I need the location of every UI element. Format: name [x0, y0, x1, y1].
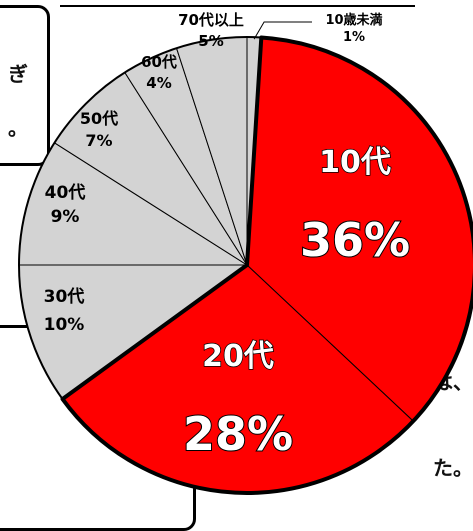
leader-line-0 — [253, 21, 312, 40]
slice-percent-6: 4% — [146, 74, 171, 92]
top-text-box — [0, 5, 50, 166]
slice-percent-3: 10% — [44, 315, 85, 335]
slice-label-3: 30代 — [44, 286, 85, 307]
slice-percent-2: 28% — [183, 407, 293, 461]
slice-label-5: 50代 — [80, 109, 118, 128]
pie-outline — [18, 36, 473, 494]
slice-label-0: 10歳未満 — [325, 12, 382, 28]
slice-percent-1: 36% — [300, 213, 410, 267]
slice-percent-4: 9% — [51, 207, 80, 227]
slice-percent-0: 1% — [343, 30, 365, 45]
slice-percent-5: 7% — [85, 131, 112, 150]
slice-label-2: 20代 — [202, 339, 274, 374]
top-text-fragment-1: ぎ — [8, 62, 28, 86]
slice-label-1: 10代 — [319, 145, 391, 180]
slice-label-6: 60代 — [141, 53, 177, 71]
slice-label-4: 40代 — [45, 182, 86, 203]
bottom-text-fragment-2: た。 — [433, 456, 473, 480]
pie-chart: 10歳未満 1% 10代 36% 20代 28% 30代 10% 40代 9% 50代 7% 60代 4%… — [18, 11, 473, 495]
top-rule — [60, 5, 415, 7]
slice-percent-7: 5% — [198, 32, 223, 50]
slice-label-7: 70代以上 — [178, 11, 244, 29]
top-text-fragment-2: 。 — [8, 116, 28, 140]
